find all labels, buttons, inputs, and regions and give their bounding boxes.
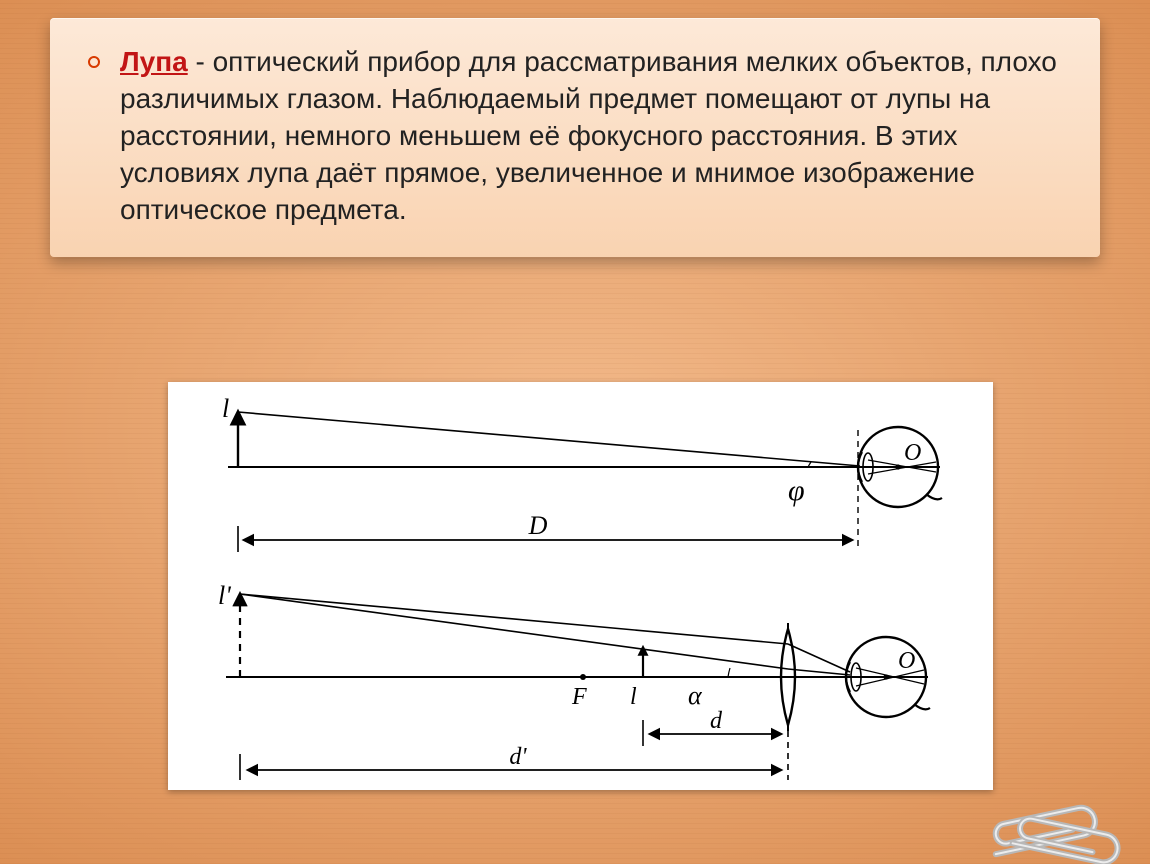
label-l-top: l: [222, 394, 229, 423]
bullet-marker: [88, 56, 100, 68]
definition-text: Лупа - оптический прибор для рассматрива…: [120, 46, 1057, 225]
label-dprime: d': [509, 744, 527, 770]
term-lupa: Лупа: [120, 46, 188, 77]
label-D: D: [528, 511, 548, 540]
label-O-top: O: [904, 440, 921, 466]
label-l-bottom: l: [630, 684, 637, 710]
label-phi: φ: [788, 474, 805, 507]
optics-diagram: l φ: [168, 382, 993, 790]
definition-body: - оптический прибор для рассматривания м…: [120, 46, 1057, 225]
optics-diagram-svg: l φ: [168, 382, 993, 790]
label-d: d: [710, 708, 723, 734]
label-alpha: α: [688, 681, 703, 710]
definition-textbox: Лупа - оптический прибор для рассматрива…: [50, 18, 1100, 257]
label-lprime: l': [218, 581, 231, 610]
label-F: F: [571, 684, 587, 710]
bottom-figure: l' l F α: [218, 581, 930, 780]
label-O-bottom: O: [898, 648, 915, 674]
top-figure: l φ: [222, 394, 942, 552]
slide-root: Лупа - оптический прибор для рассматрива…: [0, 0, 1150, 864]
